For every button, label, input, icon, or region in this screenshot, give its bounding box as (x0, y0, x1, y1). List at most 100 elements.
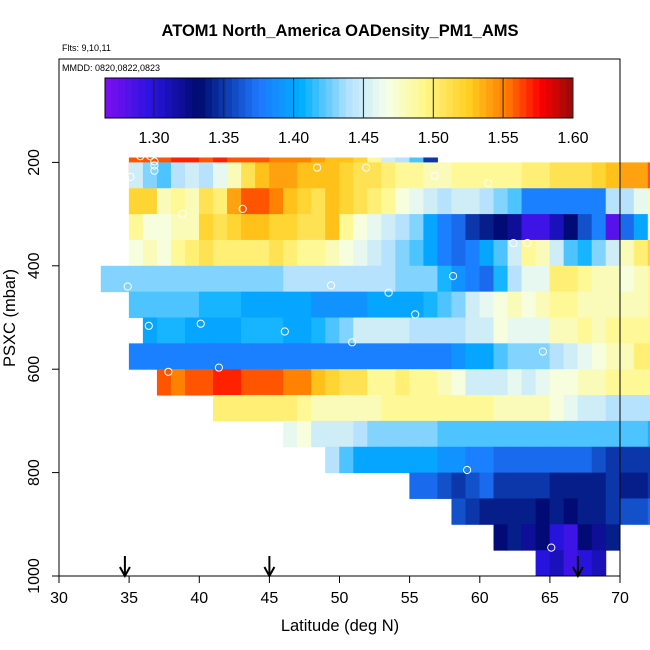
heatmap-cell (269, 162, 284, 189)
heatmap-cell (184, 317, 200, 344)
heatmap-cell (521, 265, 537, 293)
heatmap-cell (535, 420, 551, 448)
heatmap-cell (142, 317, 158, 344)
heatmap-cell (199, 162, 214, 189)
heatmap-cell (479, 317, 495, 344)
heatmap-cell (507, 317, 523, 344)
heatmap-cell (633, 214, 649, 241)
heatmap-cell (591, 317, 607, 344)
colorbar-segment (466, 78, 474, 118)
heatmap-cell (381, 291, 396, 318)
heatmap-cell (283, 214, 298, 241)
heatmap-cell (563, 343, 579, 370)
heatmap-cell (521, 472, 537, 499)
heatmap-cell (142, 188, 158, 215)
heatmap-cell (437, 162, 452, 189)
heatmap-cell (339, 369, 354, 396)
colorbar-tick-label: 1.55 (488, 130, 519, 147)
heatmap-cell (199, 343, 214, 370)
colorbar-segment (125, 78, 133, 118)
x-tick-label: 55 (401, 590, 419, 607)
heatmap-cell (325, 369, 340, 396)
heatmap-cell (535, 395, 551, 422)
heatmap-cell (367, 214, 382, 241)
colorbar-segment (312, 78, 320, 118)
heatmap-cell (367, 239, 382, 267)
heatmap-cell (605, 369, 621, 396)
heatmap-cell (409, 162, 424, 189)
heatmap-cell (367, 317, 382, 344)
colorbar-segment (118, 78, 126, 118)
heatmap-cell (170, 343, 186, 370)
y-tick-label: 600 (26, 356, 43, 383)
heatmap-cell (535, 472, 551, 499)
heatmap-cell (409, 446, 424, 474)
heatmap-cell (605, 239, 621, 267)
colorbar-segment (165, 78, 173, 118)
heatmap-cell (353, 214, 368, 241)
y-tick-label: 1000 (26, 558, 43, 594)
heatmap-cell (619, 214, 635, 241)
heatmap-cell (577, 395, 593, 422)
flight-point (136, 152, 145, 161)
heatmap-cell (437, 472, 452, 499)
heatmap-cell (156, 162, 172, 189)
heatmap-cell (437, 343, 452, 370)
heatmap-cell (549, 498, 565, 525)
heatmap-cell (479, 239, 495, 267)
heatmap-cell (535, 498, 551, 525)
heatmap-cell (367, 188, 382, 215)
heatmap-cell (339, 446, 354, 474)
heatmap-cell (521, 446, 537, 474)
heatmap-cell (297, 188, 312, 215)
heatmap-cell (563, 498, 579, 525)
heatmap-cell (521, 317, 537, 344)
heatmap-cell (605, 472, 621, 499)
heatmap-cell (142, 214, 158, 241)
heatmap-cell (269, 317, 284, 344)
heatmap-cell (255, 291, 270, 318)
heatmap-cell (339, 214, 354, 241)
heatmap-cell (381, 162, 396, 189)
heatmap-cell (367, 343, 382, 370)
heatmap-cell (353, 420, 368, 448)
colorbar-segment (566, 78, 574, 118)
heatmap-cell (128, 162, 144, 189)
heatmap-cell (156, 369, 172, 396)
heatmap-cell (156, 188, 172, 215)
heatmap-cell (283, 369, 298, 396)
heatmap-cell (269, 265, 284, 293)
heatmap-cell (493, 188, 509, 215)
heatmap-cell (367, 395, 382, 422)
heatmap-cell (493, 317, 509, 344)
heatmap-cell (353, 446, 368, 474)
flight-point (463, 465, 472, 475)
flight-point (164, 367, 173, 376)
heatmap-cell (647, 239, 650, 267)
flight-point (538, 347, 548, 356)
heatmap-cell (535, 265, 551, 293)
heatmap-cell (591, 188, 607, 215)
heatmap-cell (283, 395, 298, 422)
colorbar-segment (512, 78, 520, 118)
heatmap-cell (521, 498, 537, 525)
heatmap-cell (142, 291, 158, 318)
heatmap-cell (395, 162, 410, 189)
heatmap-cell (325, 188, 340, 215)
heatmap-cell (213, 214, 228, 241)
heatmap-cell (423, 369, 438, 396)
heatmap-cell (535, 188, 551, 215)
heatmap-cell (535, 524, 551, 551)
colorbar-segment (379, 78, 387, 118)
heatmap-cell (605, 188, 621, 215)
heatmap-cell (507, 369, 523, 396)
heatmap-cell (647, 395, 650, 422)
heatmap-cell (339, 291, 354, 318)
heatmap-cell (339, 395, 354, 422)
heatmap-cell (142, 162, 158, 189)
heatmap-cell (227, 395, 242, 422)
heatmap-cell (591, 369, 607, 396)
heatmap-cell (353, 188, 368, 215)
heatmap-cell (227, 239, 242, 267)
heatmap-cell (647, 162, 650, 189)
